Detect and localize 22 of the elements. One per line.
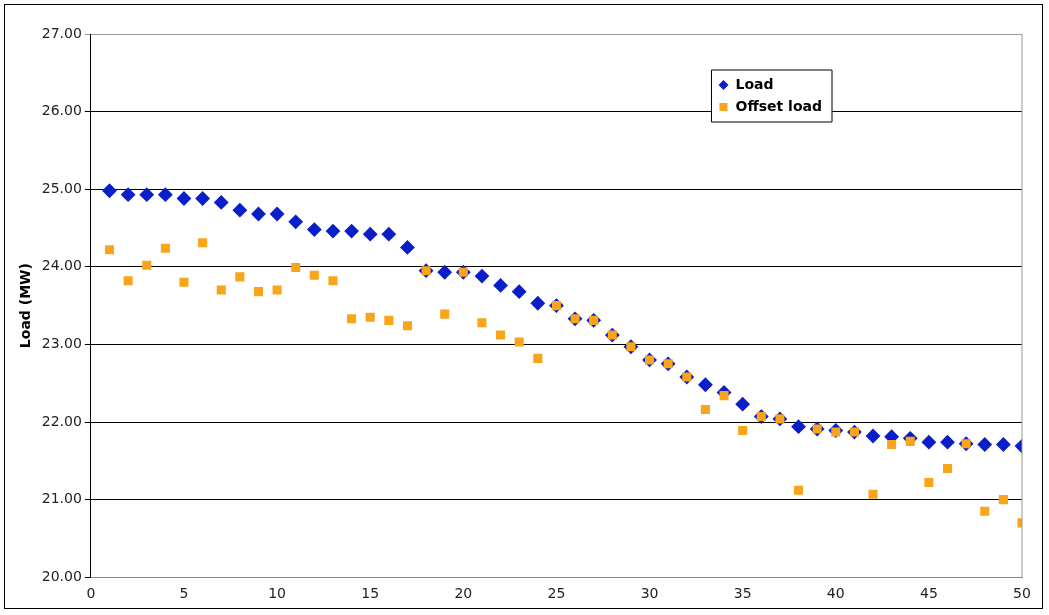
y-tick-label: 25.00 <box>41 179 82 196</box>
y-axis-title: Load (MW) <box>17 263 34 349</box>
x-tick-label: 30 <box>640 585 659 602</box>
x-tick-label: 5 <box>179 585 189 602</box>
x-tick-label: 10 <box>268 585 287 602</box>
x-tick-label: 45 <box>919 585 938 602</box>
x-tick-label: 35 <box>733 585 752 602</box>
y-tick-label: 22.00 <box>41 412 82 429</box>
y-tick-label: 20.00 <box>41 567 82 584</box>
x-tick-label: 40 <box>826 585 845 602</box>
x-tick-label: 20 <box>454 585 473 602</box>
legend-label: Offset load <box>735 97 823 114</box>
y-tick-label: 24.00 <box>41 257 82 274</box>
y-tick-label: 21.00 <box>41 490 82 507</box>
y-tick-label: 26.00 <box>41 102 82 119</box>
y-tick-label: 27.00 <box>41 24 82 41</box>
x-tick-label: 0 <box>86 585 96 602</box>
x-tick-label: 15 <box>361 585 380 602</box>
x-tick-label: 50 <box>1013 585 1031 602</box>
x-tick-label: 25 <box>547 585 566 602</box>
legend-label: Load <box>735 75 774 92</box>
y-tick-label: 23.00 <box>41 335 82 352</box>
